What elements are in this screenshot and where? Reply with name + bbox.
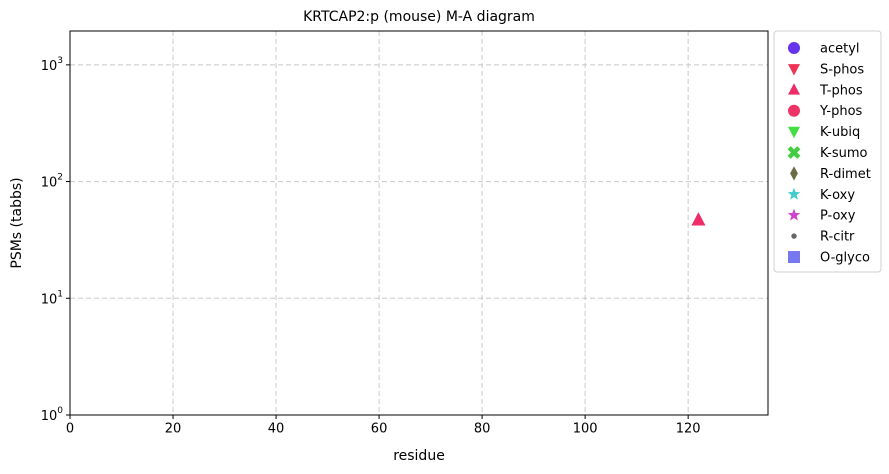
x-tick-label: 60 [371, 422, 388, 437]
legend-marker [788, 64, 800, 76]
x-tick-label: 40 [268, 422, 285, 437]
y-tick-label: 101 [41, 289, 63, 307]
legend-marker [788, 104, 800, 117]
x-tick-label: 100 [573, 422, 598, 437]
x-tick-label: 0 [66, 422, 74, 437]
y-tick-label: 100 [41, 406, 64, 424]
legend-label: acetyl [820, 42, 860, 57]
legend-marker [787, 208, 801, 221]
legend-marker [787, 146, 801, 159]
x-tick-label: 80 [474, 422, 491, 437]
plot-frame [69, 30, 769, 416]
y-tick-label: 102 [41, 172, 63, 190]
legend-label: O-glyco [820, 251, 870, 266]
legend-label: R-dimet [820, 167, 871, 182]
legend-label: Y-phos [819, 104, 863, 119]
x-axis-label: residue [393, 448, 445, 464]
legend-label: K-sumo [820, 146, 868, 161]
y-axis-label: PSMs (tabbs) [9, 177, 25, 268]
x-tick-label: 120 [676, 422, 701, 437]
x-tick-label: 20 [165, 422, 182, 437]
legend-label: R-citr [820, 230, 855, 245]
legend-marker [788, 42, 800, 54]
legend-marker [790, 166, 798, 181]
chart-title: KRTCAP2:p (mouse) M-A diagram [303, 9, 535, 25]
legend-label: T-phos [819, 83, 863, 98]
legend-marker [788, 251, 800, 263]
legend-label: K-oxy [820, 188, 855, 203]
legend-marker [787, 187, 801, 200]
legend-label: S-phos [820, 62, 864, 77]
legend-box [773, 30, 882, 273]
legend-marker [788, 126, 800, 139]
legend-label: P-oxy [820, 209, 856, 224]
y-tick-label: 103 [41, 55, 63, 73]
legend-marker [788, 83, 800, 95]
legend-marker [791, 233, 797, 239]
legend-label: K-ubiq [820, 125, 860, 140]
data-point [691, 212, 706, 226]
